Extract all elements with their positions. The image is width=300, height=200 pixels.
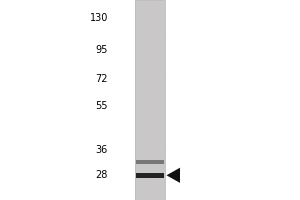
Text: 72: 72 (95, 74, 108, 84)
Bar (135, 0, 165, 200)
Text: 130: 130 (90, 13, 108, 23)
Text: 55: 55 (95, 101, 108, 111)
Text: 28: 28 (96, 170, 108, 180)
Polygon shape (167, 168, 180, 183)
Bar (136, 160, 164, 164)
Text: 95: 95 (96, 45, 108, 55)
Bar (136, 173, 164, 178)
Text: 36: 36 (96, 145, 108, 155)
